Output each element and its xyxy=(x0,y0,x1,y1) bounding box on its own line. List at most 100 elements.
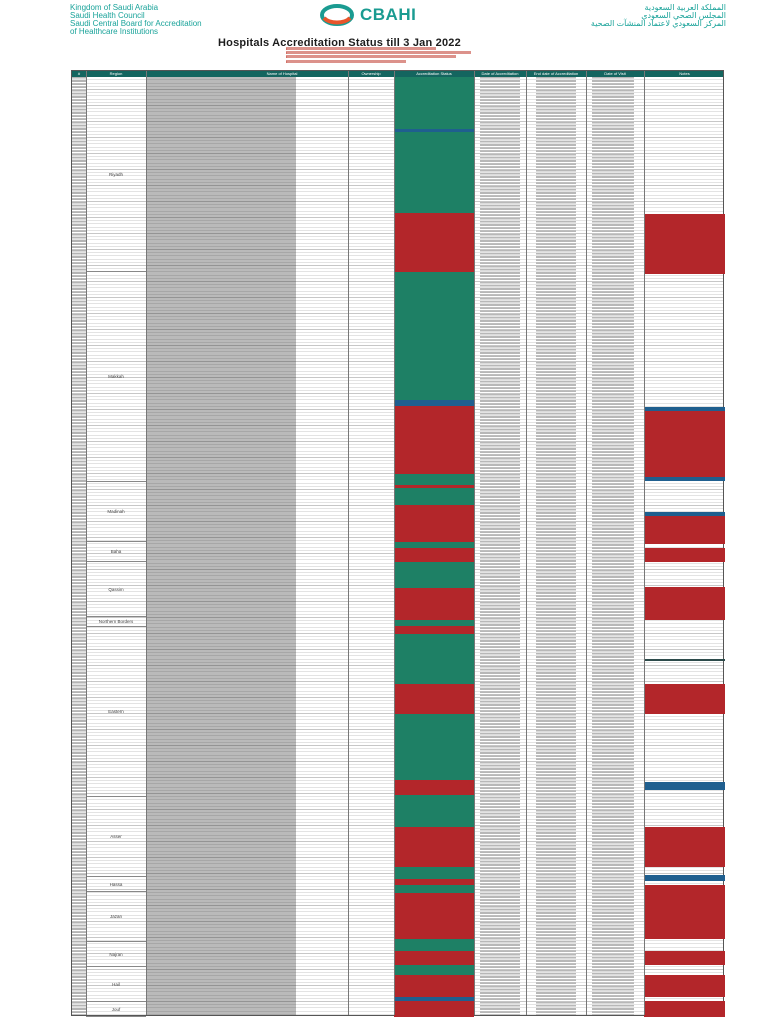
col-header-notes: Notes xyxy=(679,71,690,76)
column-divider xyxy=(394,71,395,1015)
header-right-line: المملكة العربية السعودية xyxy=(644,3,726,12)
status-not-accredited xyxy=(394,485,474,488)
region-cell: Northern Borders xyxy=(86,617,146,627)
note-line xyxy=(286,51,471,55)
region-label: Eastern xyxy=(108,709,124,714)
status-other xyxy=(394,129,474,132)
notes-block xyxy=(286,47,471,63)
accreditation-table: # Region Name of Hospital Ownership Accr… xyxy=(71,70,725,1017)
date-accreditation-column xyxy=(480,77,520,1015)
region-label: Makkah xyxy=(108,374,124,379)
column-divider xyxy=(586,71,587,1015)
note-blue xyxy=(644,407,725,411)
note-red xyxy=(644,1001,725,1017)
status-not-accredited xyxy=(394,893,474,939)
note-red xyxy=(644,411,725,477)
note-red xyxy=(644,214,725,274)
header-right-line: المجلس الصحي السعودي xyxy=(641,11,726,20)
region-cell: Jouf xyxy=(86,1002,146,1017)
status-column xyxy=(394,77,474,1017)
region-cell: Hassa xyxy=(86,877,146,892)
region-cell: Qassim xyxy=(86,562,146,617)
region-cell: Riyadh xyxy=(86,77,146,272)
note-red xyxy=(644,827,725,867)
region-label: Jouf xyxy=(111,1006,121,1012)
col-header-number: # xyxy=(77,71,81,76)
status-not-accredited xyxy=(394,505,474,542)
status-other xyxy=(394,997,474,1001)
note-red xyxy=(644,587,725,620)
column-divider xyxy=(348,71,349,1015)
status-accredited xyxy=(394,488,474,505)
status-accredited xyxy=(394,634,474,684)
note-red xyxy=(644,975,725,997)
end-date-column xyxy=(536,77,576,1015)
status-accredited xyxy=(394,867,474,879)
status-not-accredited xyxy=(394,879,474,885)
status-accredited xyxy=(394,77,474,129)
note-red xyxy=(644,885,725,939)
region-label: Madinah xyxy=(107,509,125,514)
status-accredited xyxy=(394,542,474,548)
region-label: Jazan xyxy=(109,914,122,919)
status-accredited xyxy=(394,885,474,893)
status-accredited xyxy=(394,620,474,626)
hospital-name-column xyxy=(146,77,418,1015)
status-not-accredited xyxy=(394,1001,474,1017)
note-red xyxy=(644,516,725,544)
region-column: Riyadh Makkah Madinah Baha Qassim Northe… xyxy=(86,77,146,1017)
header-left-line: Saudi Central Board for Accreditation xyxy=(70,19,202,28)
header-left-line: Kingdom of Saudi Arabia xyxy=(70,3,159,12)
header-right-text: المملكة العربية السعودية المجلس الصحي ال… xyxy=(591,4,726,28)
header-right-line: المركز السعودي لاعتماد المنشآت الصحية xyxy=(590,19,726,28)
column-divider xyxy=(526,71,527,1015)
region-cell: Baha xyxy=(86,542,146,562)
col-header-ownership: Ownership xyxy=(361,71,381,76)
column-divider xyxy=(474,71,475,1015)
status-not-accredited xyxy=(394,588,474,620)
col-header-hospital: Name of Hospital xyxy=(266,71,298,76)
region-cell: Najran xyxy=(86,942,146,967)
region-label: Najran xyxy=(109,951,123,957)
status-not-accredited xyxy=(394,626,474,634)
col-header-date-accreditation: Date of Accreditation xyxy=(481,71,519,76)
status-accredited xyxy=(394,474,474,485)
region-cell: Eastern xyxy=(86,627,146,797)
status-not-accredited xyxy=(394,406,474,474)
notes-column xyxy=(644,77,725,1017)
note-red xyxy=(644,684,725,714)
status-accredited xyxy=(394,795,474,827)
note-red xyxy=(644,548,725,562)
table-header: # Region Name of Hospital Ownership Accr… xyxy=(72,71,723,77)
col-header-region: Region xyxy=(109,71,123,76)
status-accredited xyxy=(394,714,474,780)
note-blue xyxy=(644,782,725,790)
region-cell: Makkah xyxy=(86,272,146,482)
note-blue xyxy=(644,875,725,881)
region-label: Qassim xyxy=(108,586,124,592)
header-left-line: of Healthcare Institutions xyxy=(70,27,159,36)
page-header: Kingdom of Saudi Arabia Saudi Health Cou… xyxy=(0,0,768,36)
date-visit-column xyxy=(592,77,634,1015)
note-dark xyxy=(644,659,725,661)
note-line xyxy=(286,59,406,63)
status-accredited xyxy=(394,132,474,213)
status-not-accredited xyxy=(394,780,474,795)
region-cell: Hail xyxy=(86,967,146,1002)
column-divider xyxy=(644,71,645,1015)
region-label: Hail xyxy=(112,981,120,987)
note-line xyxy=(286,55,456,59)
region-label: Baha xyxy=(110,549,122,554)
region-cell: Jazan xyxy=(86,892,146,942)
note-line xyxy=(286,47,436,50)
status-accredited xyxy=(394,562,474,588)
column-divider xyxy=(86,71,87,1015)
cbahi-logo: CBAHI xyxy=(320,4,416,26)
header-left-text: Kingdom of Saudi Arabia Saudi Health Cou… xyxy=(70,4,202,36)
row-number-column xyxy=(72,77,86,1015)
region-label: Northern Borders xyxy=(98,619,134,624)
region-label: Hassa xyxy=(109,881,123,887)
status-accredited xyxy=(394,272,474,400)
header-left-line: Saudi Health Council xyxy=(70,11,145,20)
note-blue xyxy=(644,512,725,516)
